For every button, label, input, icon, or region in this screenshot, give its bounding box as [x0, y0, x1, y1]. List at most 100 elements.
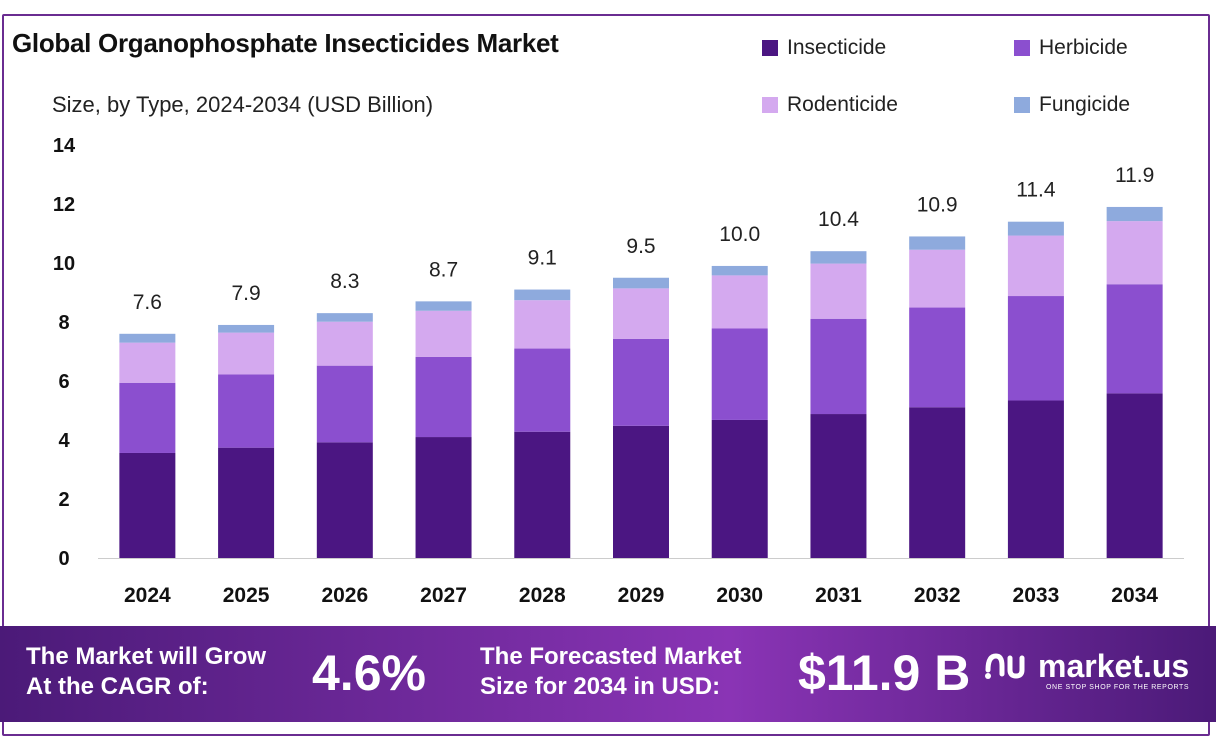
bar-segment-insecticide: [1007, 400, 1064, 558]
bar-segment-rodenticide: [119, 342, 176, 383]
bar-total-label: 10.0: [719, 223, 760, 246]
x-tick-label: 2026: [321, 584, 368, 607]
bar-segment-fungicide: [613, 277, 669, 289]
bar-total-label: 9.1: [528, 247, 557, 270]
x-tick-label: 2025: [223, 584, 270, 607]
y-tick-label: 10: [53, 253, 75, 275]
bar-segment-herbicide: [514, 348, 571, 432]
bar-segment-insecticide: [218, 447, 275, 558]
logo-tagline: ONE STOP SHOP FOR THE REPORTS: [1046, 684, 1190, 691]
forecast-value: $11.9 B: [798, 645, 971, 701]
x-tick-label: 2031: [815, 584, 862, 607]
y-tick-label: 2: [58, 489, 69, 511]
y-tick-label: 6: [58, 371, 69, 393]
x-tick-label: 2033: [1013, 584, 1060, 607]
cagr-caption-line1: The Market will Grow: [26, 643, 267, 670]
legend-item-fungicide: Fungicide: [1014, 93, 1130, 117]
x-tick-label: 2034: [1111, 584, 1158, 607]
bar-segment-herbicide: [1106, 284, 1163, 394]
bar-segment-fungicide: [1106, 206, 1163, 222]
bar-segment-rodenticide: [514, 300, 571, 349]
bar-segment-insecticide: [909, 407, 966, 558]
y-tick-label: 4: [58, 430, 70, 452]
bar-segment-insecticide: [514, 431, 571, 558]
bar-segment-insecticide: [711, 419, 768, 558]
legend-label: Fungicide: [1039, 93, 1131, 116]
legend-swatch-insecticide: [762, 40, 778, 56]
bar-segment-herbicide: [415, 356, 472, 438]
bar-segment-herbicide: [711, 328, 768, 420]
y-tick-label: 8: [58, 312, 69, 334]
cagr-value: 4.6%: [312, 645, 426, 701]
bar-segment-rodenticide: [218, 332, 275, 375]
forecast-caption-line2: Size for 2034 in USD:: [480, 673, 721, 700]
market-us-logo: market.us: [984, 648, 1189, 684]
bar-segment-insecticide: [415, 437, 472, 558]
bar-segment-insecticide: [810, 414, 867, 558]
bar-segment-fungicide: [711, 265, 768, 276]
bar-segment-insecticide: [1106, 393, 1163, 558]
x-tick-label: 2029: [618, 584, 665, 607]
bar-segment-fungicide: [909, 236, 966, 250]
bar-total-label: 11.4: [1016, 179, 1056, 202]
bar-total-label: 11.9: [1115, 164, 1154, 187]
bar-segment-herbicide: [810, 318, 867, 415]
forecast-caption-line1: The Forecasted Market: [480, 643, 742, 670]
bar-total-label: 8.3: [330, 270, 359, 293]
x-tick-label: 2030: [716, 584, 763, 607]
bar-segment-rodenticide: [316, 321, 373, 366]
bar-segment-fungicide: [1007, 221, 1064, 236]
bar-segment-fungicide: [316, 313, 373, 322]
bar-total-label: 10.9: [917, 193, 958, 216]
chart-subtitle: Size, by Type, 2024-2034 (USD Billion): [52, 92, 434, 117]
footer-banner: The Market will Grow At the CAGR of: 4.6…: [0, 626, 1216, 722]
bar-segment-herbicide: [218, 374, 275, 448]
bar-segment-fungicide: [514, 289, 571, 301]
cagr-caption: The Market will Grow At the CAGR of:: [26, 642, 266, 702]
y-tick-label: 12: [53, 194, 75, 216]
bar-total-label: 7.9: [231, 282, 260, 305]
legend-item-insecticide: Insecticide: [762, 36, 886, 60]
y-tick-label: 0: [58, 548, 69, 570]
legend-label: Herbicide: [1039, 36, 1128, 59]
bar-total-label: 7.6: [133, 291, 162, 314]
bar-segment-rodenticide: [613, 288, 669, 339]
bar-segment-fungicide: [119, 333, 176, 343]
x-tick-label: 2032: [914, 584, 961, 607]
stacked-bar-chart: 0 2 4 6 8 10 12 14 7.6 2024 7.9 2025 8.3 2026 8.7 2027 9…: [53, 135, 1184, 607]
bar-segment-insecticide: [613, 425, 669, 558]
bar-segment-rodenticide: [810, 263, 867, 319]
bar-segment-rodenticide: [415, 310, 472, 357]
bar-segment-fungicide: [415, 301, 472, 311]
legend-label: Insecticide: [787, 36, 887, 59]
bar-total-label: 8.7: [429, 258, 458, 281]
legend-item-herbicide: Herbicide: [1014, 36, 1128, 60]
logo-wordmark: market.us: [1038, 648, 1190, 684]
bar-segment-herbicide: [316, 365, 373, 443]
bar-total-label: 10.4: [818, 208, 859, 231]
legend-swatch-herbicide: [1014, 40, 1030, 56]
forecast-caption: The Forecasted Market Size for 2034 in U…: [480, 642, 741, 702]
bar-total-label: 9.5: [626, 235, 655, 258]
bar-segment-herbicide: [119, 382, 176, 453]
bar-segment-herbicide: [1007, 296, 1064, 401]
legend: Insecticide Herbicide Rodenticide Fungic…: [762, 36, 1202, 126]
bar-segment-herbicide: [613, 338, 669, 426]
bar-segment-fungicide: [218, 324, 275, 333]
y-tick-label: 14: [53, 135, 76, 157]
bar-segment-insecticide: [119, 452, 176, 558]
bar-segment-fungicide: [810, 251, 867, 264]
bar-segment-rodenticide: [1007, 235, 1064, 297]
bar-segment-rodenticide: [711, 275, 768, 329]
legend-swatch-fungicide: [1014, 97, 1030, 113]
legend-swatch-rodenticide: [762, 97, 778, 113]
cagr-caption-line2: At the CAGR of:: [26, 673, 209, 700]
x-tick-label: 2024: [124, 584, 171, 607]
bar-segment-rodenticide: [1106, 221, 1163, 285]
legend-item-rodenticide: Rodenticide: [762, 93, 898, 117]
chart-title: Global Organophosphate Insecticides Mark…: [12, 28, 559, 58]
bar-segment-rodenticide: [909, 249, 966, 308]
x-tick-label: 2027: [420, 584, 467, 607]
bar-segment-herbicide: [909, 307, 966, 408]
market-us-logo-icon: [985, 653, 1025, 679]
